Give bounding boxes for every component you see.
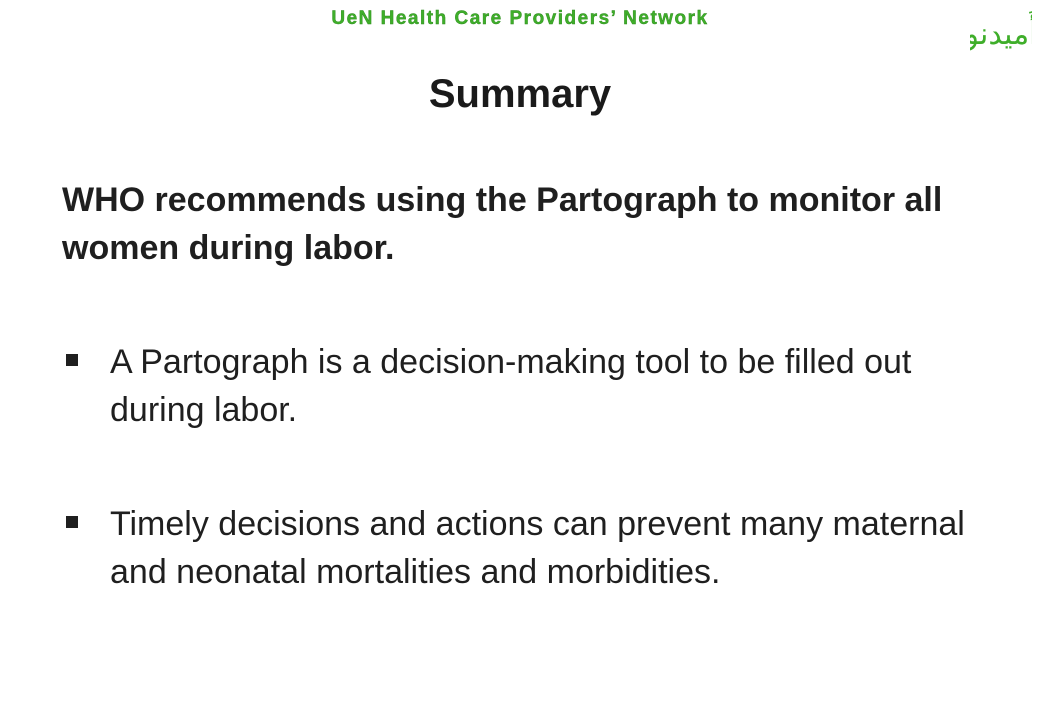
bullet-item: A Partograph is a decision-making tool t…: [62, 338, 992, 434]
network-header: UeN Health Care Providers’ Network: [331, 8, 709, 29]
logo-text: أُميدنو: [970, 6, 1032, 52]
umeedno-logo: أُميدنو: [970, 6, 1032, 52]
slide-title: Summary: [428, 72, 612, 116]
bullet-list: A Partograph is a decision-making tool t…: [62, 338, 992, 662]
intro-statement: WHO recommends using the Partograph to m…: [62, 181, 943, 267]
bullet-text: Timely decisions and actions can prevent…: [110, 505, 965, 591]
square-bullet-icon: [66, 516, 78, 528]
square-bullet-icon: [66, 354, 78, 366]
bullet-text: A Partograph is a decision-making tool t…: [110, 343, 912, 429]
bullet-item: Timely decisions and actions can prevent…: [62, 500, 992, 596]
